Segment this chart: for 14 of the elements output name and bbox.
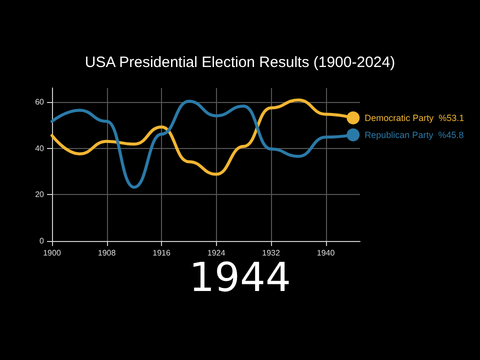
y-tick-label: 20 <box>35 190 45 200</box>
x-tick-label: 1932 <box>262 248 280 258</box>
text: Democratic Party %53.1 <box>364 112 464 123</box>
text: Republican Party %45.8 <box>364 130 464 140</box>
x-tick-label: 1916 <box>152 248 171 258</box>
x-tick-label: 1908 <box>98 248 116 258</box>
y-tick-label: 40 <box>35 144 45 153</box>
y-tick-label: 60 <box>35 97 45 106</box>
x-tick-label: 1900 <box>43 248 62 258</box>
chart-title: USA Presidential Election Results (1900-2024) <box>84 54 396 71</box>
text: 1944 <box>189 255 291 301</box>
y-tick-label: 0 <box>40 236 45 246</box>
x-tick-label: 1940 <box>316 248 336 258</box>
x-tick-label: 1924 <box>207 248 226 258</box>
